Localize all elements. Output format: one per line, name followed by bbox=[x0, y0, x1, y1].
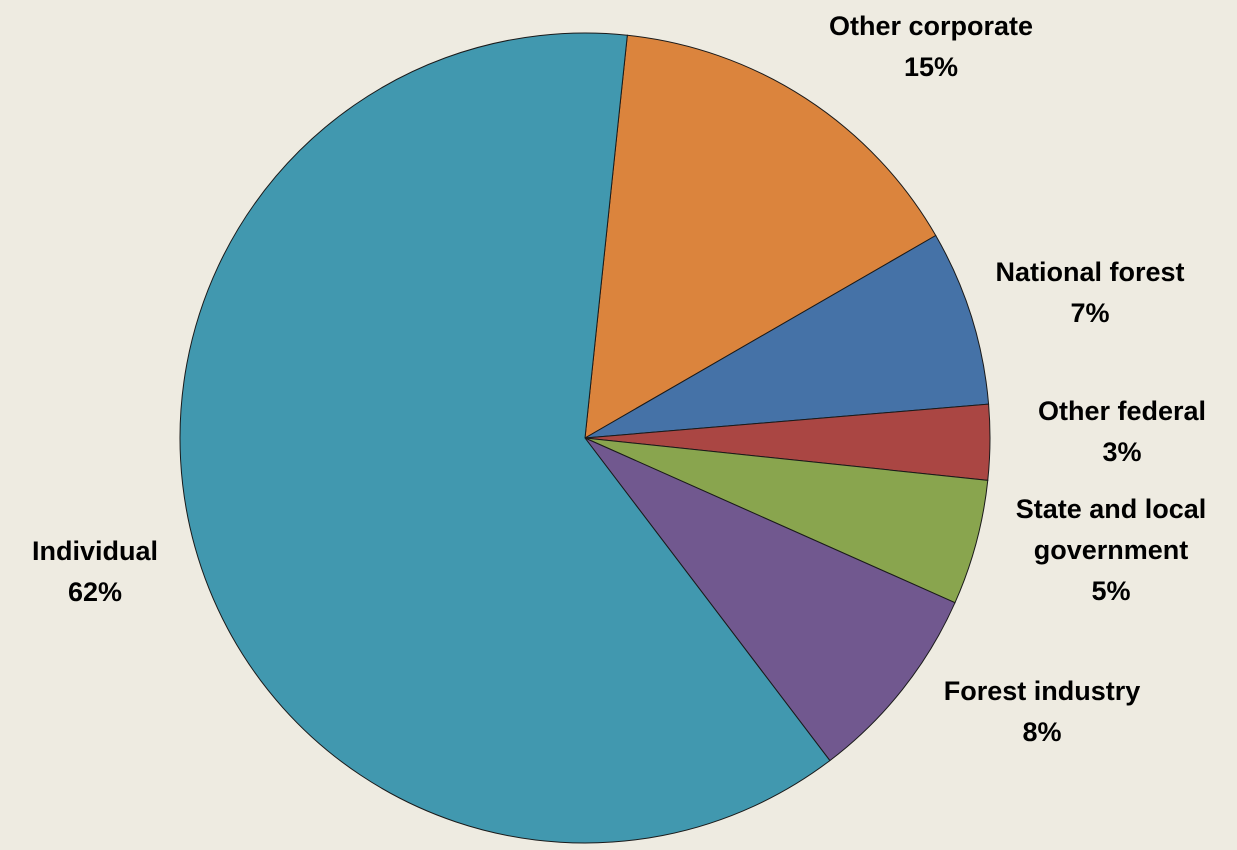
slice-value-other-federal: 3% bbox=[1102, 437, 1141, 467]
pie-slice-national-forest bbox=[584, 234, 990, 439]
slice-value-national-forest: 7% bbox=[1070, 298, 1109, 328]
slice-value-forest-industry: 8% bbox=[1022, 717, 1061, 747]
slice-label-other-federal: Other federal 3% bbox=[1038, 396, 1206, 467]
slice-value-state-and-local-government: 5% bbox=[1091, 576, 1130, 606]
pie-slice-individual bbox=[179, 32, 831, 844]
slice-label-individual: Individual 62% bbox=[32, 536, 158, 607]
slice-label-forest-industry: Forest industry 8% bbox=[944, 676, 1141, 747]
slice-label-other-corporate: Other corporate 15% bbox=[829, 11, 1033, 82]
pie-slice-forest-industry bbox=[584, 437, 956, 762]
slice-value-other-corporate: 15% bbox=[904, 52, 958, 82]
slice-label-state-and-local-government: State and local government 5% bbox=[1016, 494, 1207, 606]
slice-value-individual: 62% bbox=[68, 577, 122, 607]
pie-slice-other-corporate bbox=[584, 34, 937, 439]
slice-label-national-forest: National forest 7% bbox=[995, 257, 1184, 328]
